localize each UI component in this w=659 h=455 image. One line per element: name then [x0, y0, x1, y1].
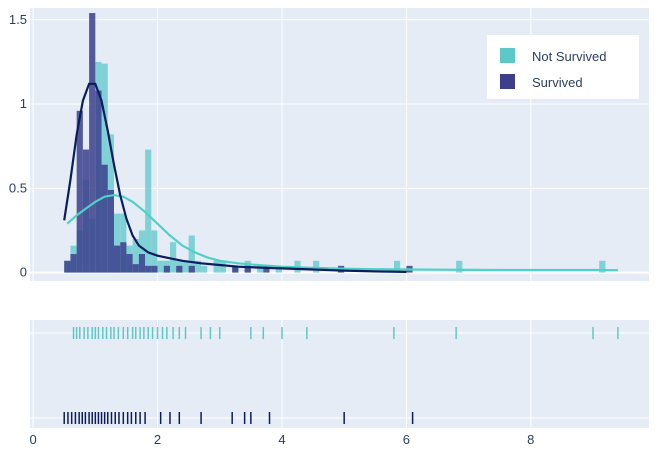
hist-bar-not-survived	[182, 260, 189, 273]
x-tick-label: 0	[29, 432, 36, 447]
hist-bar-survived	[232, 265, 239, 273]
rug-layer	[63, 327, 619, 424]
hist-bar-not-survived	[113, 213, 121, 273]
legend-swatch-not-survived[interactable]	[500, 48, 515, 63]
x-tick-label: 6	[403, 432, 410, 447]
hist-bar-survived	[113, 245, 121, 273]
hist-bar-survived	[89, 13, 96, 273]
hist-bar-survived	[176, 265, 183, 273]
hist-bar-survived	[145, 265, 152, 273]
hist-bar-not-survived	[145, 149, 152, 273]
legend[interactable]: Not Survived Survived	[487, 35, 639, 99]
hist-bar-survived	[126, 254, 133, 273]
hist-bar-survived	[70, 254, 77, 273]
hist-bar-not-survived	[393, 260, 401, 273]
x-tick-label: 2	[154, 432, 161, 447]
hist-bar-survived	[107, 190, 114, 273]
hist-bar-survived	[244, 265, 251, 273]
y-tick-label: 0	[20, 265, 27, 280]
histogram-layer	[64, 13, 606, 273]
hist-bar-not-survived	[213, 260, 220, 273]
hist-bar-survived	[151, 265, 158, 273]
hist-bar-survived	[188, 265, 195, 273]
legend-swatch-survived[interactable]	[500, 74, 515, 89]
y-tick-label: 1.5	[9, 12, 27, 27]
hist-bar-not-survived	[257, 265, 264, 273]
kde-layer	[63, 82, 618, 273]
hist-bar-not-survived	[169, 242, 177, 273]
hist-bar-survived	[95, 90, 102, 273]
hist-bar-survived	[64, 260, 71, 273]
hist-bar-not-survived	[138, 230, 146, 273]
hist-bar-survived	[263, 265, 270, 273]
hist-bar-survived	[132, 264, 139, 273]
axis-labels: 0 0.5 1 1.5 0 2 4 6 8	[9, 12, 534, 447]
hist-bar-not-survived	[456, 260, 463, 273]
hist-bar-not-survived	[219, 260, 226, 273]
hist-bar-survived	[138, 254, 146, 273]
kde-line-not-survived	[66, 193, 618, 272]
hist-bar-not-survived	[313, 260, 320, 273]
hist-bar-survived	[76, 110, 83, 273]
kde-line-survived	[63, 82, 407, 273]
x-tick-label: 4	[278, 432, 285, 447]
hist-bar-not-survived	[132, 238, 139, 273]
hist-bar-survived	[163, 265, 170, 273]
x-tick-label: 8	[527, 432, 534, 447]
legend-label-survived[interactable]: Survived	[532, 75, 583, 90]
hist-bar-survived	[101, 164, 108, 273]
hist-bar-not-survived	[194, 260, 202, 273]
hist-bar-not-survived	[188, 235, 195, 273]
hist-bar-survived	[120, 242, 127, 273]
hist-bar-not-survived	[599, 260, 606, 273]
hist-bar-not-survived	[151, 230, 158, 273]
hist-bar-not-survived	[201, 265, 208, 273]
hist-bar-survived	[82, 149, 90, 273]
hist-bar-not-survived	[157, 260, 164, 273]
y-tick-label: 1	[20, 96, 27, 111]
y-tick-label: 0.5	[9, 180, 27, 195]
grid-layer	[30, 8, 649, 428]
legend-label-not-survived[interactable]: Not Survived	[532, 49, 606, 64]
